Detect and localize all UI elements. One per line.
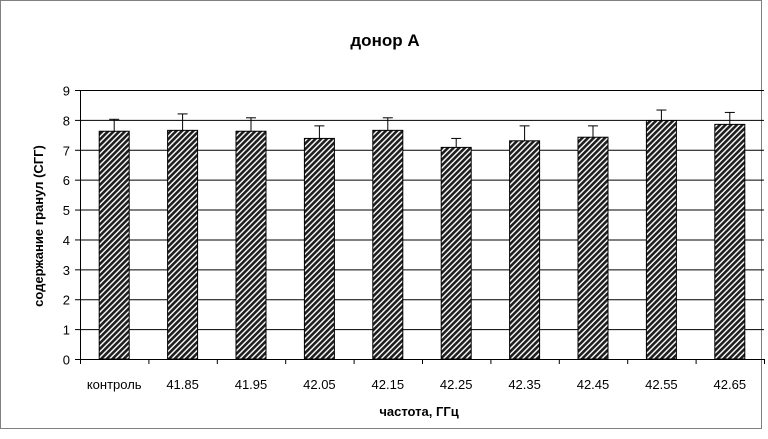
bar — [167, 129, 199, 360]
y-tick-label: 6 — [63, 173, 70, 188]
bar — [645, 119, 677, 360]
bar — [98, 130, 130, 360]
bar — [714, 123, 746, 360]
y-tick-label: 8 — [63, 113, 70, 128]
x-tick-label: 42.15 — [372, 377, 405, 392]
bar — [303, 137, 335, 360]
y-tick-label: 9 — [63, 84, 70, 99]
bar — [440, 146, 472, 360]
bar — [372, 129, 404, 360]
bar — [235, 130, 267, 360]
plot-area: 0 1 2 3 4 5 6 7 8 9 контроль 41.85 41.95 42.05 42.15 42… — [63, 84, 765, 392]
x-tick-label: 42.55 — [645, 377, 678, 392]
x-axis-label: частота, ГГц — [379, 404, 458, 419]
x-tick-label: 42.45 — [577, 377, 610, 392]
bar — [577, 136, 609, 360]
y-tick-label: 5 — [63, 203, 70, 218]
chart-title: донор А — [350, 31, 419, 50]
y-tick-label: 4 — [63, 233, 70, 248]
x-tick-label: 42.25 — [440, 377, 473, 392]
y-tick-label: 0 — [63, 353, 70, 368]
y-tick-label: 3 — [63, 263, 70, 278]
y-tick-label: 2 — [63, 293, 70, 308]
y-tick-label: 7 — [63, 143, 70, 158]
x-tick-label: контроль — [87, 377, 142, 392]
x-tick-label: 41.85 — [166, 377, 199, 392]
x-tick-label: 41.95 — [235, 377, 268, 392]
x-tick-label: 42.65 — [714, 377, 747, 392]
bar — [509, 140, 541, 360]
x-tick-label: 42.05 — [303, 377, 336, 392]
x-tick-label: 42.35 — [508, 377, 541, 392]
y-axis-label: содержание гранул (СГГ) — [31, 145, 46, 307]
y-tick-label: 1 — [63, 323, 70, 338]
